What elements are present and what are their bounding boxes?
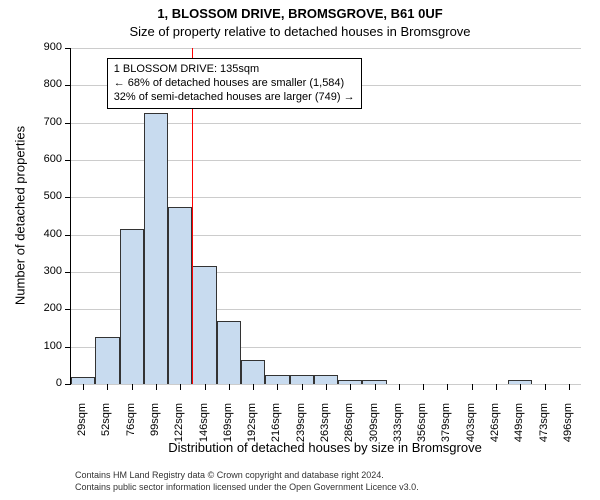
- y-tick-label: 900: [32, 41, 62, 53]
- x-tick: [496, 384, 497, 390]
- histogram-bar: [314, 375, 338, 384]
- x-tick: [229, 384, 230, 390]
- x-tick: [302, 384, 303, 390]
- x-tick: [326, 384, 327, 390]
- x-tick-label: 52sqm: [100, 403, 112, 453]
- x-tick-label: 29sqm: [76, 403, 88, 453]
- annotation-box: 1 BLOSSOM DRIVE: 135sqm← 68% of detached…: [107, 58, 362, 109]
- x-tick-label: 146sqm: [198, 403, 210, 453]
- histogram-bar: [290, 375, 314, 384]
- y-tick-label: 600: [32, 153, 62, 165]
- x-tick: [277, 384, 278, 390]
- footer-line: Contains HM Land Registry data © Crown c…: [75, 470, 419, 482]
- x-tick: [375, 384, 376, 390]
- y-tick: [65, 235, 71, 236]
- histogram-bar: [265, 375, 289, 384]
- x-tick-label: 76sqm: [125, 403, 137, 453]
- x-tick-label: 403sqm: [465, 403, 477, 453]
- y-axis-label: Number of detached properties: [13, 48, 28, 384]
- x-tick: [253, 384, 254, 390]
- y-tick: [65, 160, 71, 161]
- histogram-bar: [168, 207, 192, 384]
- annotation-line: 1 BLOSSOM DRIVE: 135sqm: [114, 63, 355, 77]
- x-tick-label: 239sqm: [295, 403, 307, 453]
- x-tick-label: 286sqm: [343, 403, 355, 453]
- histogram-bar: [120, 229, 144, 384]
- x-tick: [156, 384, 157, 390]
- y-tick-label: 500: [32, 190, 62, 202]
- annotation-line: 32% of semi-detached houses are larger (…: [114, 91, 355, 105]
- y-tick-label: 0: [32, 377, 62, 389]
- y-tick-label: 400: [32, 228, 62, 240]
- x-tick: [350, 384, 351, 390]
- chart-title: 1, BLOSSOM DRIVE, BROMSGROVE, B61 0UF: [0, 6, 600, 21]
- y-tick: [65, 197, 71, 198]
- x-tick: [545, 384, 546, 390]
- y-tick: [65, 272, 71, 273]
- x-tick: [447, 384, 448, 390]
- x-tick-label: 192sqm: [246, 403, 258, 453]
- x-tick-label: 99sqm: [149, 403, 161, 453]
- y-tick: [65, 309, 71, 310]
- x-tick: [423, 384, 424, 390]
- footer-attribution: Contains HM Land Registry data © Crown c…: [75, 470, 419, 493]
- x-tick-label: 473sqm: [538, 403, 550, 453]
- histogram-bar: [192, 266, 216, 384]
- y-tick: [65, 85, 71, 86]
- histogram-bar: [144, 113, 168, 384]
- annotation-line: ← 68% of detached houses are smaller (1,…: [114, 77, 355, 91]
- histogram-bar: [217, 321, 241, 384]
- x-tick-label: 263sqm: [319, 403, 331, 453]
- x-tick-label: 356sqm: [416, 403, 428, 453]
- histogram-bar: [71, 377, 95, 384]
- x-tick: [399, 384, 400, 390]
- x-tick-label: 309sqm: [368, 403, 380, 453]
- x-tick: [132, 384, 133, 390]
- x-tick-label: 379sqm: [440, 403, 452, 453]
- x-tick-label: 426sqm: [489, 403, 501, 453]
- y-tick-label: 700: [32, 116, 62, 128]
- x-tick: [205, 384, 206, 390]
- y-tick-label: 300: [32, 265, 62, 277]
- plot-area: 1 BLOSSOM DRIVE: 135sqm← 68% of detached…: [70, 48, 581, 385]
- y-tick: [65, 48, 71, 49]
- gridline: [71, 48, 581, 49]
- y-tick: [65, 123, 71, 124]
- x-tick: [83, 384, 84, 390]
- y-tick-label: 100: [32, 340, 62, 352]
- histogram-bar: [95, 337, 119, 384]
- histogram-bar: [241, 360, 265, 384]
- x-tick-label: 216sqm: [270, 403, 282, 453]
- footer-line: Contains public sector information licen…: [75, 482, 419, 494]
- x-tick-label: 169sqm: [222, 403, 234, 453]
- x-tick-label: 122sqm: [173, 403, 185, 453]
- chart-subtitle: Size of property relative to detached ho…: [0, 24, 600, 39]
- x-tick-label: 333sqm: [392, 403, 404, 453]
- y-tick: [65, 384, 71, 385]
- y-tick-label: 200: [32, 302, 62, 314]
- x-tick-label: 496sqm: [562, 403, 574, 453]
- x-tick: [472, 384, 473, 390]
- x-tick-label: 449sqm: [513, 403, 525, 453]
- x-tick: [520, 384, 521, 390]
- y-tick-label: 800: [32, 78, 62, 90]
- x-tick: [569, 384, 570, 390]
- x-tick: [107, 384, 108, 390]
- y-tick: [65, 347, 71, 348]
- x-tick: [180, 384, 181, 390]
